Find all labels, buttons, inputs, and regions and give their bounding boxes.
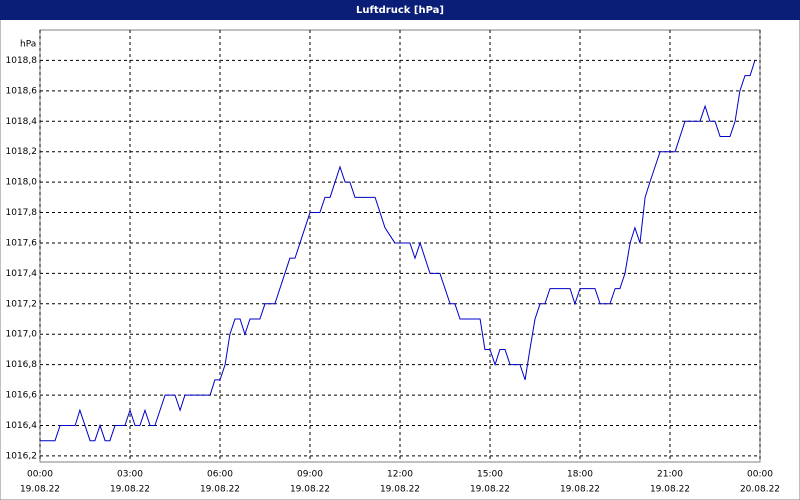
x-tick-date: 19.08.22 [200, 485, 240, 495]
x-tick-label: 18:00 [567, 470, 593, 480]
y-tick-label: 1017,2 [6, 299, 38, 309]
x-tick-label: 00:00 [27, 470, 53, 480]
x-tick-date: 19.08.22 [290, 485, 330, 495]
x-tick-label: 03:00 [117, 470, 143, 480]
x-tick-date: 19.08.22 [560, 485, 600, 495]
x-tick-date: 19.08.22 [20, 485, 60, 495]
x-tick-label: 06:00 [207, 470, 233, 480]
y-tick-label: 1016,6 [6, 391, 38, 401]
title-bar [0, 0, 800, 20]
x-tick-label: 21:00 [657, 470, 683, 480]
y-tick-label: 1016,4 [6, 421, 38, 431]
y-tick-label: 1017,0 [6, 330, 38, 340]
y-axis-label: hPa [20, 40, 36, 50]
x-tick-date: 19.08.22 [650, 485, 690, 495]
x-tick-label: 00:00 [747, 470, 773, 480]
line [40, 60, 756, 442]
x-tick-date: 19.08.22 [110, 485, 150, 495]
y-tick-label: 1016,2 [6, 451, 38, 461]
y-tick-label: 1017,6 [6, 238, 38, 248]
x-tick-date: 19.08.22 [380, 485, 420, 495]
y-tick-label: 1018,4 [6, 117, 38, 127]
x-tick-date: 20.08.22 [740, 485, 780, 495]
y-tick-label: 1018,0 [6, 178, 38, 188]
x-tick-label: 15:00 [477, 470, 503, 480]
x-tick-date: 19.08.22 [470, 485, 510, 495]
y-tick-label: 1018,2 [6, 147, 38, 157]
y-tick-label: 1016,8 [6, 360, 38, 370]
y-tick-label: 1018,8 [6, 56, 38, 66]
y-tick-label: 1018,6 [6, 86, 38, 96]
chart-title: Luftdruck [hPa] [356, 5, 444, 16]
x-tick-label: 12:00 [387, 470, 413, 480]
y-tick-label: 1017,4 [6, 269, 38, 279]
y-tick-label: 1017,8 [6, 208, 38, 218]
x-tick-label: 09:00 [297, 470, 323, 480]
